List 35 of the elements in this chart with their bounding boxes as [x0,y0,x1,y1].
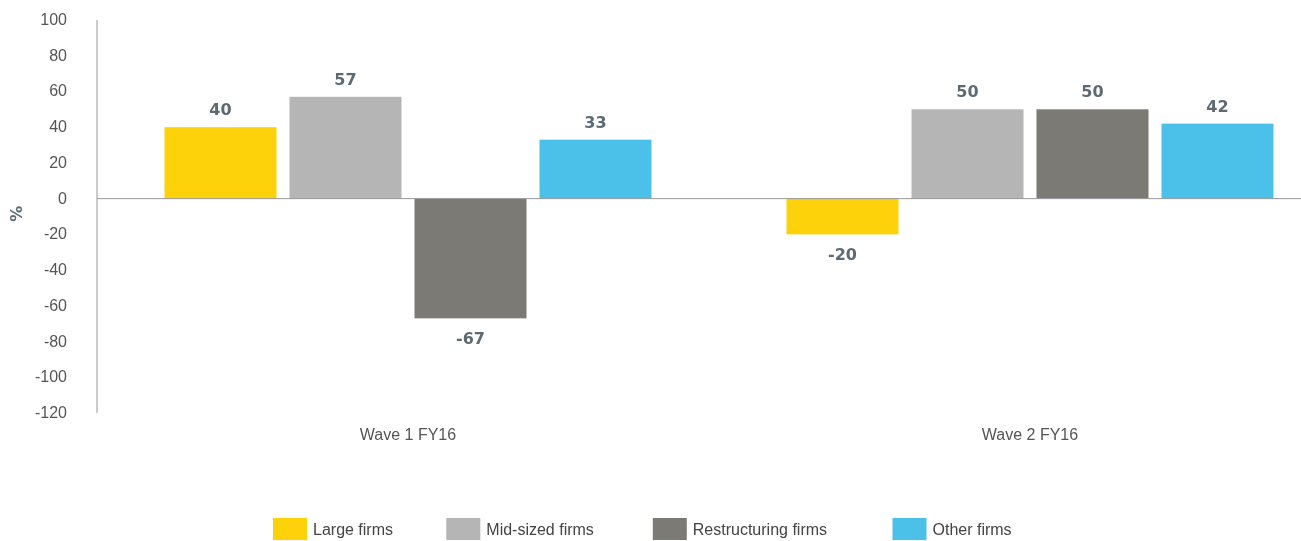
x-tick-label: Wave 1 FY16 [359,426,457,443]
y-tick-label: 60 [49,82,68,100]
legend-label: Mid-sized firms [486,521,594,538]
bar [289,96,402,199]
y-tick-label: -60 [43,296,68,314]
data-label: 50 [1081,82,1104,102]
legend-label: Large firms [313,521,394,538]
data-label: -20 [828,245,857,265]
y-tick-label: -80 [43,332,68,350]
y-tick-label: 100 [40,11,68,28]
legend-label: Other firms [932,521,1012,538]
y-tick-label: 20 [49,153,68,171]
y-tick-label: -40 [43,261,68,279]
data-label: 50 [956,82,979,102]
data-label: 40 [209,100,232,120]
bar [164,127,277,199]
y-tick-label: 80 [49,46,68,64]
y-tick-label: -100 [34,368,68,386]
bar [539,139,652,199]
y-tick-label: -20 [43,225,68,243]
y-tick-label: -120 [34,404,68,421]
data-label: 42 [1206,96,1229,116]
bar [1161,123,1274,199]
x-tick-label: Wave 2 FY16 [981,426,1079,443]
data-label: 33 [584,112,607,132]
y-axis-title: % [7,205,26,222]
legend-label: Restructuring firms [692,521,828,538]
bar [414,198,527,319]
bar [1036,109,1149,199]
data-label: -67 [456,329,485,349]
bar [786,198,899,235]
y-tick-label: 40 [49,118,68,136]
y-tick-label: 0 [58,189,68,207]
bar [911,109,1024,199]
data-label: 57 [334,69,357,89]
